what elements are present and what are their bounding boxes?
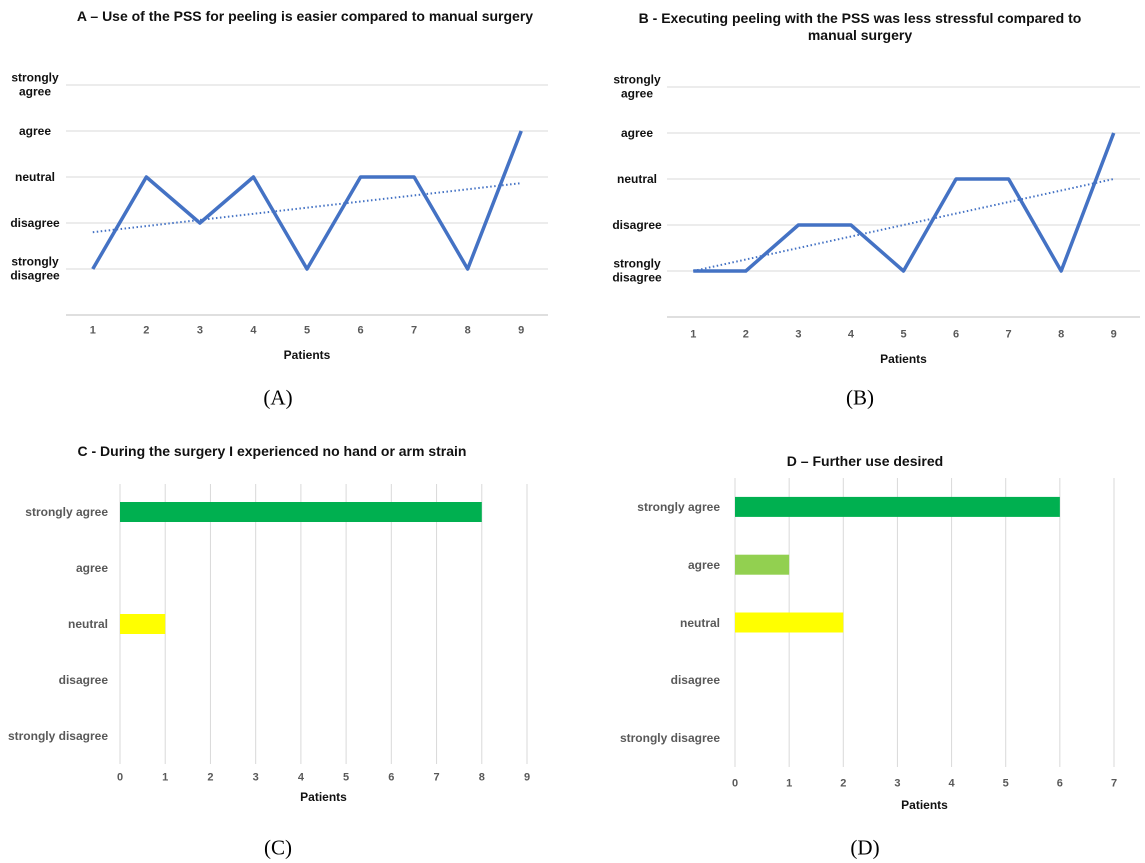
x-tick-label: 5 [1002, 777, 1009, 790]
x-tick-label: 2 [207, 771, 214, 784]
x-tick-label: 6 [952, 328, 960, 341]
x-tick-label: 4 [847, 328, 854, 341]
x-axis-title: Patients [300, 789, 347, 804]
trend-line [92, 182, 522, 234]
y-tick-label: strongly agree [637, 499, 720, 514]
x-tick-label: 2 [742, 328, 749, 341]
x-tick-label: 9 [523, 771, 531, 784]
y-tick-label: disagree [10, 215, 60, 230]
x-tick-label: 3 [252, 771, 259, 784]
x-tick-label: 8 [1058, 328, 1065, 341]
data-line [91, 130, 523, 271]
x-tick-label: 4 [250, 324, 257, 337]
x-tick-label: 9 [518, 324, 525, 337]
x-tick-label: 7 [1110, 777, 1118, 790]
x-tick-label: 3 [196, 324, 203, 337]
x-tick-label: 6 [388, 771, 395, 784]
bar [735, 554, 790, 575]
chart-title: C - During the surgery I experienced no … [77, 443, 467, 459]
panel-caption: (A) [263, 385, 293, 410]
panel-caption: (D) [850, 835, 880, 860]
x-tick-label: 5 [303, 324, 311, 337]
panel-caption: (B) [846, 385, 874, 410]
x-tick-label: 6 [357, 324, 364, 337]
x-tick-label: 7 [411, 324, 418, 337]
y-tick-label: neutral [616, 171, 657, 186]
x-tick-label: 2 [143, 324, 150, 337]
y-tick-label: neutral [14, 169, 55, 184]
y-tick-label: strongly agree [25, 504, 108, 519]
data-line [693, 132, 1116, 273]
x-tick-label: 1 [690, 328, 697, 341]
x-tick-label: 1 [89, 324, 96, 337]
x-axis-title: Patients [880, 351, 927, 366]
x-tick-label: 3 [894, 777, 901, 790]
x-tick-label: 3 [795, 328, 802, 341]
x-tick-label: 2 [840, 777, 847, 790]
x-tick-label: 5 [343, 771, 350, 784]
y-tick-label: strongly agree [613, 72, 661, 101]
y-tick-label: strongly disagree [619, 730, 720, 745]
y-tick-label: neutral [67, 616, 108, 631]
bar [735, 612, 844, 633]
y-tick-label: strongly agree [11, 70, 59, 99]
y-tick-label: neutral [679, 615, 720, 630]
bar [735, 496, 1060, 517]
x-tick-label: 7 [1005, 328, 1012, 341]
y-tick-label: strongly disagree [10, 254, 60, 283]
y-tick-label: disagree [670, 673, 720, 688]
y-tick-label: agree [18, 123, 52, 138]
x-axis-title: Patients [901, 797, 948, 812]
x-tick-label: 8 [464, 324, 471, 337]
x-tick-label: 6 [1056, 777, 1063, 790]
chart-title: B - Executing peeling with the PSS was l… [638, 10, 1082, 43]
x-tick-label: 4 [297, 771, 304, 784]
bar [120, 614, 166, 634]
x-tick-label: 0 [116, 771, 124, 784]
x-tick-label: 1 [162, 771, 169, 784]
y-tick-label: agree [620, 125, 654, 140]
x-tick-label: 0 [731, 777, 739, 790]
x-tick-label: 7 [433, 771, 440, 784]
x-tick-label: 1 [786, 777, 793, 790]
y-tick-label: strongly disagree [612, 256, 662, 285]
panel-caption: (C) [264, 835, 292, 860]
y-tick-label: disagree [612, 217, 662, 232]
x-tick-label: 5 [900, 328, 907, 341]
chart-title: D – Further use desired [786, 453, 944, 469]
x-tick-label: 8 [478, 771, 485, 784]
x-tick-label: 9 [1110, 328, 1117, 341]
x-axis-title: Patients [283, 347, 331, 362]
x-tick-label: 4 [948, 777, 955, 790]
y-tick-label: strongly disagree [7, 728, 108, 743]
y-tick-label: agree [687, 557, 720, 572]
y-tick-label: agree [75, 560, 108, 575]
bar [120, 502, 482, 522]
chart-title: A – Use of the PSS for peeling is easier… [76, 8, 534, 24]
y-tick-label: disagree [58, 672, 108, 687]
